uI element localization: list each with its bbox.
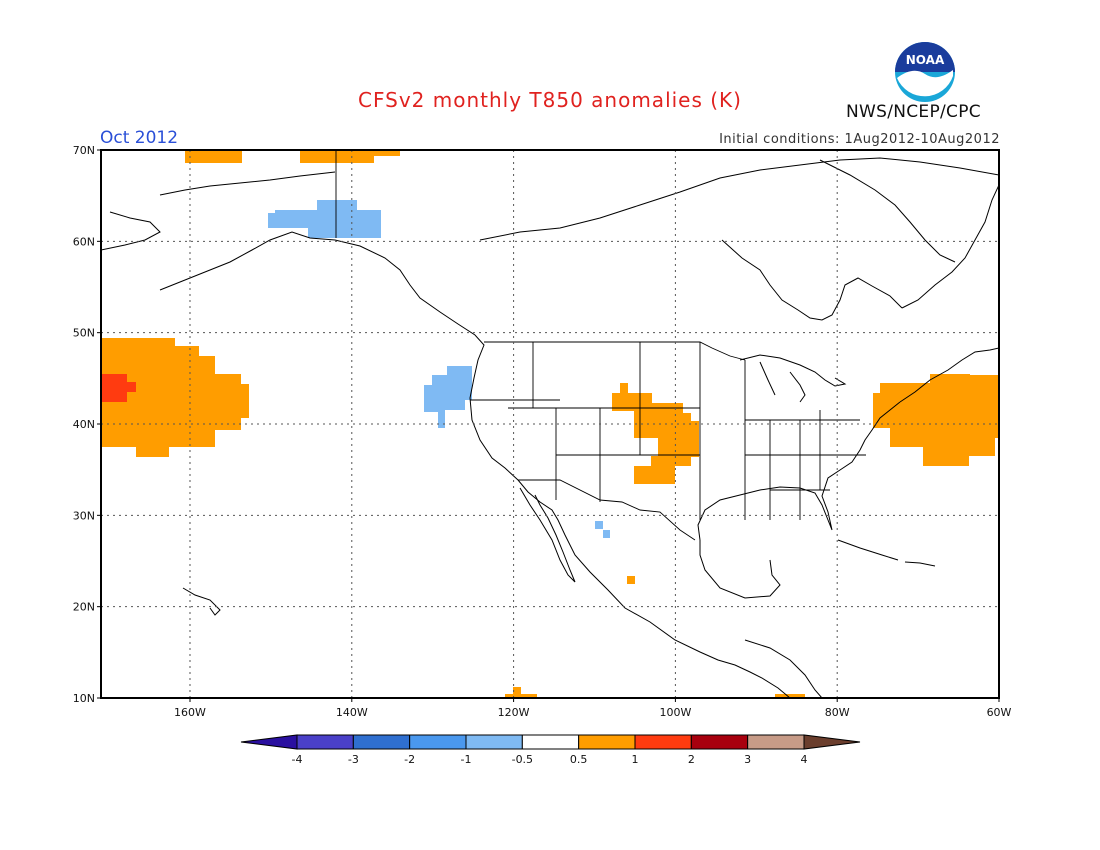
- lat-tick-label: 10N: [73, 692, 95, 705]
- coastline-cuba: [837, 539, 899, 561]
- coastline-greenland: [819, 159, 956, 263]
- colorbar-label: -2: [404, 753, 415, 766]
- colorbar-swatch: [409, 734, 467, 750]
- colorbar-label: -1: [461, 753, 472, 766]
- colorbar-swatch: [690, 734, 749, 750]
- colorbar-label: 0.5: [570, 753, 588, 766]
- coastline-west: [159, 231, 791, 698]
- coastline-baja: [519, 487, 576, 583]
- coastline-yucatan: [699, 540, 781, 599]
- coastline-hudson-bay: [721, 239, 903, 321]
- colorbar-label: 1: [632, 753, 639, 766]
- initial-conditions-label: Initial conditions: 1Aug2012-10Aug2012: [719, 132, 1000, 147]
- colorbar-swatch: [521, 734, 580, 750]
- border-states-lon-1: [532, 342, 821, 520]
- colorbar-label: 2: [688, 753, 695, 766]
- latitude-ticks: 10N 20N 30N 40N 50N 60N 70N: [73, 144, 101, 705]
- border-states-lat-1: [470, 399, 700, 456]
- coastline-arctic-islands: [479, 157, 999, 241]
- noaa-logo: NOAA: [895, 42, 955, 102]
- lat-tick-label: 40N: [73, 418, 95, 431]
- colorbar-label: -3: [348, 753, 359, 766]
- border-states-east: [745, 419, 866, 491]
- border-us-mexico: [518, 479, 696, 541]
- lat-tick-label: 60N: [73, 235, 95, 248]
- lon-tick-label: 100W: [659, 706, 691, 719]
- colorbar-swatch: [296, 734, 354, 750]
- valid-month-label: Oct 2012: [100, 128, 179, 148]
- warm-anomaly-north-pacific: [101, 338, 249, 457]
- lat-tick-label: 30N: [73, 509, 95, 522]
- warm-anomaly-east-pacific-tropics: [505, 687, 537, 698]
- lat-tick-label: 50N: [73, 327, 95, 340]
- longitude-ticks: 160W 140W 120W 100W 80W 60W: [174, 698, 1012, 719]
- lon-tick-label: 80W: [825, 706, 850, 719]
- colorbar-label: 4: [801, 753, 808, 766]
- colorbar-label: -4: [292, 753, 303, 766]
- colorbar-label: -0.5: [512, 753, 533, 766]
- cool-anomaly-alaska: [268, 200, 381, 238]
- lon-tick-label: 160W: [174, 706, 206, 719]
- lat-tick-label: 70N: [73, 144, 95, 157]
- coastline-hawaii: [182, 587, 221, 616]
- warm-anomaly-mexico: [627, 576, 635, 584]
- map-title: CFSv2 monthly T850 anomalies (K): [358, 88, 742, 112]
- colorbar: -4 -3 -2 -1 -0.5 0.5 1 2 3 4: [240, 734, 861, 766]
- agency-label: NWS/NCEP/CPC: [846, 102, 981, 122]
- coastline-gulf: [697, 401, 901, 541]
- coastline-labrador: [901, 184, 999, 309]
- cool-anomaly-mexico-1: [595, 521, 603, 529]
- political-borders: [335, 150, 866, 541]
- warm-anomaly-arctic-2: [300, 150, 400, 163]
- noaa-logo-text: NOAA: [906, 53, 945, 67]
- colorbar-swatch: [634, 734, 692, 750]
- coastline-alaska-north: [159, 171, 336, 196]
- warm-anomaly-central-america: [775, 694, 805, 698]
- warm-anomaly-arctic-1: [185, 150, 242, 163]
- colorbar-label: 3: [744, 753, 751, 766]
- warm-anomaly-northwest-atlantic: [873, 374, 999, 466]
- colorbar-high-arrow: [803, 734, 861, 750]
- lon-tick-label: 140W: [336, 706, 368, 719]
- colorbar-swatch: [465, 734, 523, 750]
- cool-anomaly-mexico-2: [603, 530, 610, 538]
- lon-tick-label: 120W: [498, 706, 530, 719]
- map-background: [101, 150, 999, 698]
- coastline-maritimes: [899, 347, 999, 403]
- colorbar-swatch: [747, 734, 805, 750]
- cool-anomaly-pacific-northwest: [424, 366, 472, 428]
- colorbar-low-arrow: [240, 734, 298, 750]
- coastlines: [101, 157, 999, 698]
- colorbar-swatch: [352, 734, 411, 750]
- lat-tick-label: 20N: [73, 601, 95, 614]
- lon-tick-label: 60W: [987, 706, 1012, 719]
- coastline-bering: [101, 211, 161, 251]
- coastline-central-america: [744, 639, 823, 698]
- strong-warm-anomaly-pacific: [101, 374, 136, 402]
- colorbar-swatch: [578, 734, 636, 750]
- coastline-great-lakes: [739, 354, 847, 403]
- coastline-hispaniola: [904, 561, 936, 567]
- gridlines: [101, 150, 999, 698]
